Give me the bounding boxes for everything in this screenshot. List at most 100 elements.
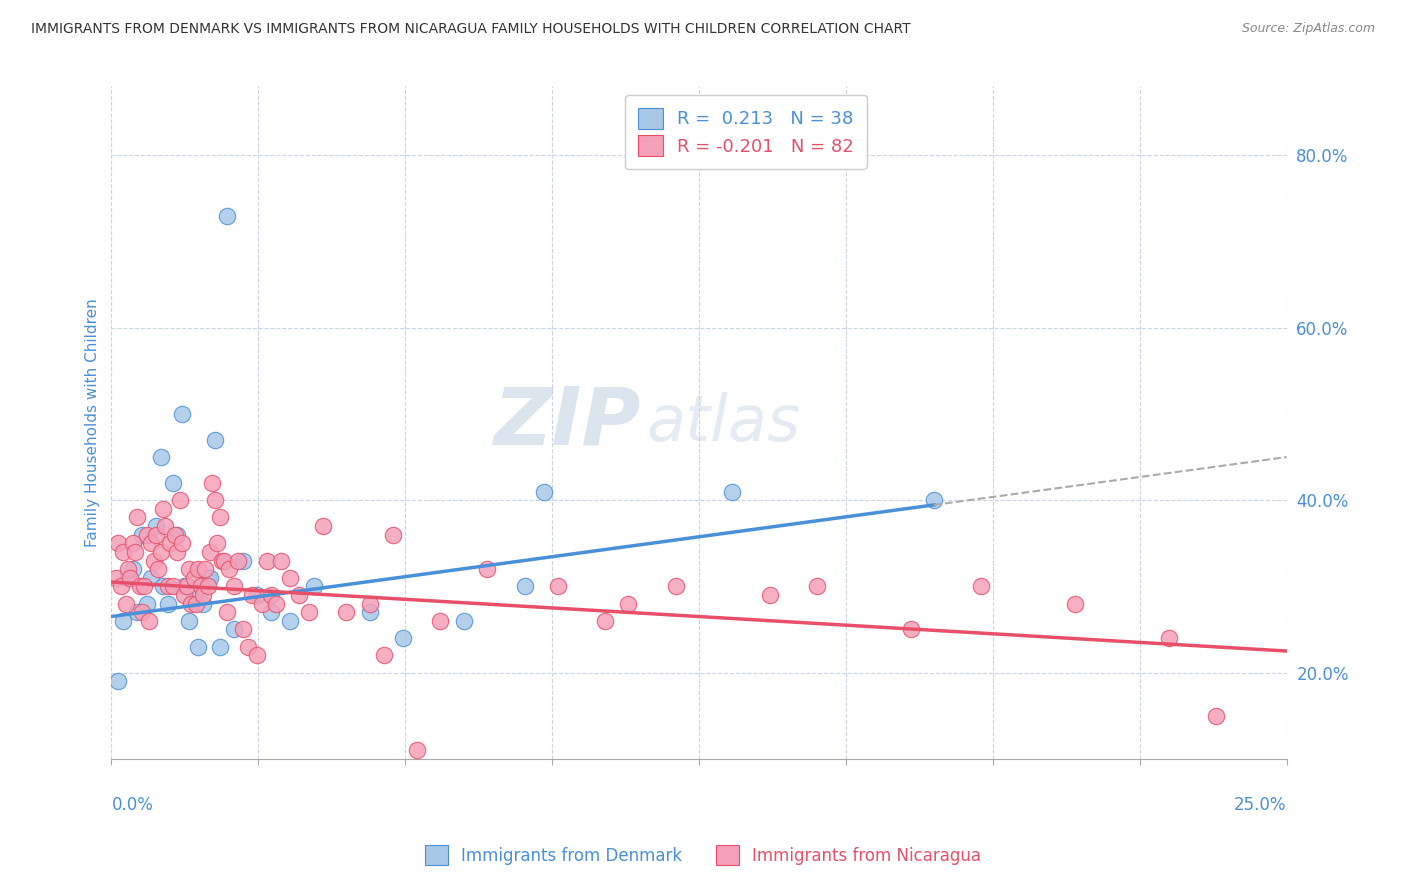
Point (134, 579, 156, 593)
Point (208, 510, 231, 524)
Point (173, 588, 195, 602)
Point (382, 527, 405, 541)
Text: 25.0%: 25.0% (1234, 796, 1286, 814)
Point (152, 501, 174, 516)
Legend: Immigrants from Denmark, Immigrants from Nicaragua: Immigrants from Denmark, Immigrants from… (416, 837, 990, 873)
Point (198, 571, 221, 585)
Point (145, 519, 167, 533)
Point (127, 510, 149, 524)
Point (513, 579, 536, 593)
Legend: R =  0.213   N = 38, R = -0.201   N = 82: R = 0.213 N = 38, R = -0.201 N = 82 (626, 95, 868, 169)
Text: ZIP: ZIP (494, 384, 640, 461)
Point (664, 579, 686, 593)
Point (533, 484, 555, 499)
Point (359, 597, 381, 611)
Point (169, 493, 191, 508)
Point (197, 579, 219, 593)
Point (222, 623, 245, 637)
Point (107, 674, 129, 689)
Point (135, 597, 157, 611)
Point (392, 631, 415, 645)
Point (117, 571, 139, 585)
Point (114, 597, 136, 611)
Point (173, 579, 195, 593)
Point (302, 579, 325, 593)
Point (191, 597, 214, 611)
Point (152, 579, 174, 593)
Point (107, 536, 129, 550)
Point (721, 484, 744, 499)
Point (246, 648, 269, 663)
Point (141, 571, 163, 585)
Point (148, 562, 170, 576)
Point (806, 579, 828, 593)
Point (212, 553, 235, 567)
Point (166, 527, 188, 541)
Point (141, 536, 163, 550)
Point (162, 579, 184, 593)
Point (112, 614, 135, 628)
Point (256, 553, 278, 567)
Y-axis label: Family Households with Children: Family Households with Children (86, 298, 100, 547)
Point (288, 588, 311, 602)
Point (177, 614, 200, 628)
Point (208, 640, 231, 654)
Point (215, 605, 238, 619)
Point (120, 571, 142, 585)
Point (121, 536, 143, 550)
Point (149, 450, 172, 464)
Point (180, 597, 202, 611)
Point (264, 597, 287, 611)
Point (117, 562, 139, 576)
Point (260, 605, 283, 619)
Point (159, 536, 181, 550)
Point (218, 562, 240, 576)
Point (222, 579, 245, 593)
Point (335, 605, 357, 619)
Point (131, 527, 153, 541)
Point (900, 623, 922, 637)
Point (922, 493, 945, 508)
Point (236, 640, 259, 654)
Point (1205, 708, 1227, 723)
Point (135, 527, 157, 541)
Point (1157, 631, 1180, 645)
Point (142, 553, 165, 567)
Point (260, 588, 283, 602)
Point (163, 527, 186, 541)
Text: 0.0%: 0.0% (111, 796, 153, 814)
Point (970, 579, 993, 593)
Point (197, 571, 219, 585)
Point (359, 605, 381, 619)
Point (453, 614, 475, 628)
Point (477, 562, 499, 576)
Point (184, 597, 207, 611)
Point (250, 597, 273, 611)
Point (205, 536, 228, 550)
Point (105, 571, 128, 585)
Point (170, 536, 193, 550)
Point (110, 579, 132, 593)
Point (187, 640, 209, 654)
Point (145, 527, 167, 541)
Point (278, 571, 301, 585)
Text: IMMIGRANTS FROM DENMARK VS IMMIGRANTS FROM NICARAGUA FAMILY HOUSEHOLDS WITH CHIL: IMMIGRANTS FROM DENMARK VS IMMIGRANTS FR… (31, 22, 911, 37)
Point (131, 605, 153, 619)
Point (187, 562, 209, 576)
Point (128, 579, 150, 593)
Point (232, 553, 254, 567)
Point (127, 605, 149, 619)
Point (547, 579, 569, 593)
Point (176, 579, 198, 593)
Point (201, 475, 224, 490)
Point (228, 553, 250, 567)
Point (246, 588, 269, 602)
Point (149, 545, 172, 559)
Point (121, 562, 143, 576)
Point (373, 648, 395, 663)
Point (190, 579, 212, 593)
Point (298, 605, 321, 619)
Point (177, 562, 200, 576)
Text: atlas: atlas (647, 392, 800, 453)
Point (112, 545, 135, 559)
